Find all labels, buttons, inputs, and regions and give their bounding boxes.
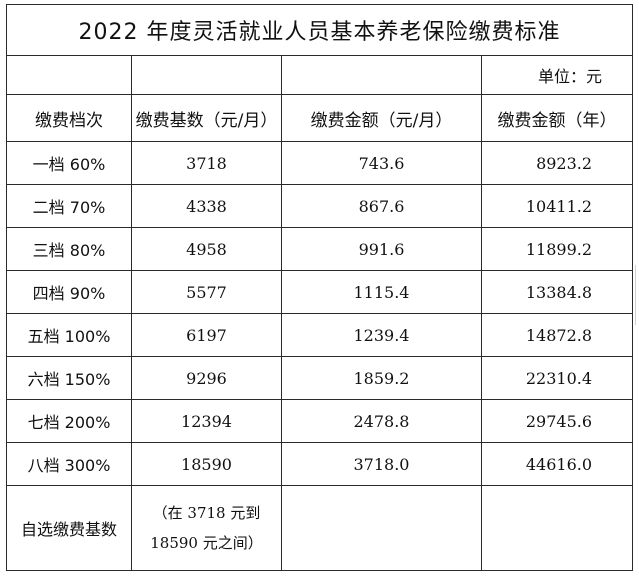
yearly-cell: 13384.8 — [480, 270, 634, 314]
monthly-cell: 743.6 — [281, 141, 482, 185]
blank-cell — [480, 485, 634, 571]
blank-cell — [281, 485, 482, 571]
table-row: 四档 90% 5577 1115.4 13384.8 — [6, 270, 634, 314]
header-base: 缴费基数（元/月） — [131, 94, 282, 142]
title-row: 2022 年度灵活就业人员基本养老保险缴费标准 — [5, 4, 634, 56]
header-monthly: 缴费金额（元/月） — [281, 94, 482, 142]
monthly-cell: 991.6 — [281, 227, 482, 271]
monthly-cell: 1239.4 — [281, 313, 482, 357]
blank-cell — [131, 55, 282, 95]
yearly-cell: 22310.4 — [480, 356, 634, 400]
base-cell: 4958 — [131, 227, 282, 271]
monthly-cell: 867.6 — [281, 184, 482, 228]
header-yearly: 缴费金额（年） — [480, 94, 634, 142]
base-cell: 5577 — [131, 270, 282, 314]
custom-base-note: （在 3718 元到 18590 元之间） — [131, 485, 282, 571]
table-title: 2022 年度灵活就业人员基本养老保险缴费标准 — [5, 4, 634, 56]
base-cell: 12394 — [131, 399, 282, 443]
table-row: 六档 150% 9296 1859.2 22310.4 — [6, 356, 634, 400]
monthly-cell: 1115.4 — [281, 270, 482, 314]
yearly-cell: 8923.2 — [480, 141, 634, 185]
custom-note-line1: （在 3718 元到 — [152, 504, 261, 522]
fee-standard-sheet: 2022 年度灵活就业人员基本养老保险缴费标准 单位：元 缴费档次 缴费基数（元… — [5, 4, 634, 571]
header-grade: 缴费档次 — [6, 94, 132, 142]
grade-cell: 一档 60% — [6, 141, 132, 185]
header-row: 缴费档次 缴费基数（元/月） 缴费金额（元/月） 缴费金额（年） — [6, 94, 634, 142]
blank-cell — [281, 55, 482, 95]
base-cell: 3718 — [131, 141, 282, 185]
yearly-cell: 11899.2 — [480, 227, 634, 271]
grade-cell: 八档 300% — [6, 442, 132, 486]
table-row: 五档 100% 6197 1239.4 14872.8 — [6, 313, 634, 357]
unit-row: 单位：元 — [6, 55, 634, 95]
custom-base-row: 自选缴费基数 （在 3718 元到 18590 元之间） — [6, 485, 634, 571]
data-rows: 一档 60% 3718 743.6 8923.2 二档 70% 4338 867.6 1041… — [6, 141, 634, 486]
yearly-cell: 29745.6 — [480, 399, 634, 443]
fee-standard-table: 2022 年度灵活就业人员基本养老保险缴费标准 单位：元 缴费档次 缴费基数（元… — [5, 4, 634, 571]
edge-divider — [635, 265, 639, 325]
yearly-cell: 14872.8 — [480, 313, 634, 357]
custom-base-label: 自选缴费基数 — [6, 485, 132, 571]
monthly-cell: 3718.0 — [281, 442, 482, 486]
grade-cell: 七档 200% — [6, 399, 132, 443]
grade-cell: 二档 70% — [6, 184, 132, 228]
grade-cell: 六档 150% — [6, 356, 132, 400]
table-row: 三档 80% 4958 991.6 11899.2 — [6, 227, 634, 271]
yearly-cell: 44616.0 — [480, 442, 634, 486]
blank-cell — [6, 55, 132, 95]
table-row: 二档 70% 4338 867.6 10411.2 — [6, 184, 634, 228]
table-row: 七档 200% 12394 2478.8 29745.6 — [6, 399, 634, 443]
grade-cell: 五档 100% — [6, 313, 132, 357]
grade-cell: 四档 90% — [6, 270, 132, 314]
yearly-cell: 10411.2 — [480, 184, 634, 228]
table-row: 八档 300% 18590 3718.0 44616.0 — [6, 442, 634, 486]
base-cell: 6197 — [131, 313, 282, 357]
unit-label: 单位：元 — [480, 55, 634, 95]
base-cell: 9296 — [131, 356, 282, 400]
monthly-cell: 1859.2 — [281, 356, 482, 400]
grade-cell: 三档 80% — [6, 227, 132, 271]
custom-note-line2: 18590 元之间） — [150, 534, 263, 552]
monthly-cell: 2478.8 — [281, 399, 482, 443]
table-row: 一档 60% 3718 743.6 8923.2 — [6, 141, 634, 185]
base-cell: 18590 — [131, 442, 282, 486]
base-cell: 4338 — [131, 184, 282, 228]
